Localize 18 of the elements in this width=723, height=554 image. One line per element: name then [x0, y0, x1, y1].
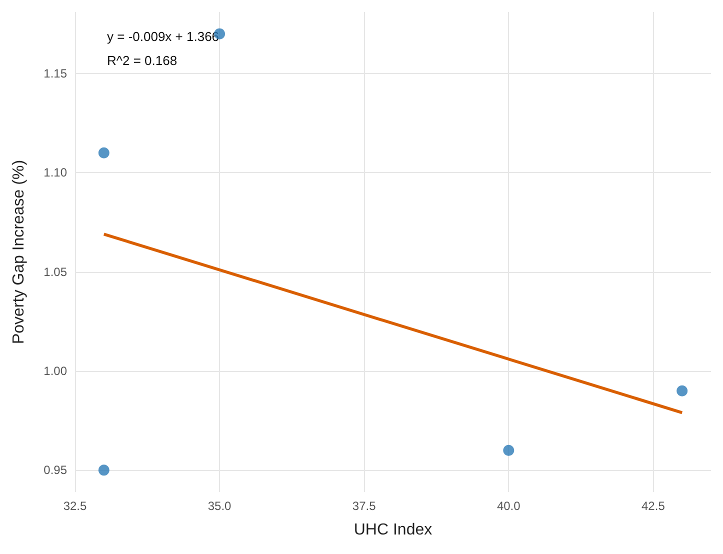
y-tick-label: 1.05 [44, 264, 68, 279]
point [98, 464, 110, 476]
x-axis-title: UHC Index [354, 522, 432, 538]
x-tick-label: 42.5 [642, 499, 666, 513]
point [98, 147, 110, 158]
y-tick-label: 0.95 [44, 463, 68, 478]
point [676, 385, 688, 396]
y-tick-label: 1.00 [44, 364, 68, 378]
y-tick-label: 1.10 [44, 166, 68, 180]
y-tick-label: 1.15 [44, 66, 68, 80]
annotation: y = -0.009x + 1.366 [107, 29, 220, 44]
y-axis-title: Poverty Gap Increase (%) [10, 160, 28, 344]
annotation: R^2 = 0.168 [107, 53, 178, 68]
x-tick-label: 35.0 [208, 499, 232, 513]
x-tick-label: 32.5 [63, 499, 87, 513]
x-tick-label: 37.5 [352, 499, 376, 513]
point [503, 444, 514, 456]
x-tick-label: 40.0 [496, 499, 521, 513]
